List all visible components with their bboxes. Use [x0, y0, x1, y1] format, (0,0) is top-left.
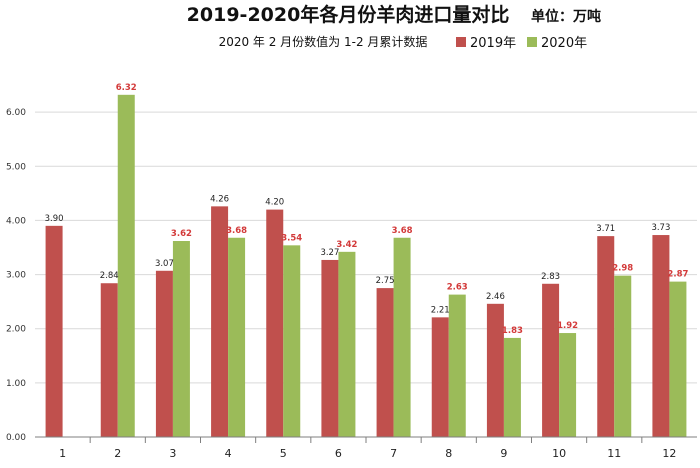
bars-layer — [45, 94, 687, 438]
x-tick-label: 9 — [500, 447, 507, 460]
data-label-2019: 4.26 — [210, 194, 229, 204]
x-tick-label: 11 — [607, 447, 621, 460]
bar-2020 — [614, 275, 632, 437]
data-label-2019: 3.27 — [320, 248, 339, 258]
data-label-2020: 1.92 — [557, 321, 578, 331]
bar-2019 — [155, 270, 173, 437]
data-label-2019: 3.71 — [596, 224, 615, 234]
x-tick-label: 5 — [280, 447, 287, 460]
x-tick-label: 12 — [662, 447, 676, 460]
x-tick-label: 10 — [552, 447, 566, 460]
bar-2019 — [376, 288, 394, 437]
bar-2019 — [431, 317, 449, 437]
bar-2020 — [393, 237, 411, 437]
bar-2020 — [559, 333, 577, 437]
chart-subtitle: 2020 年 2 月份数值为 1-2 月累计数据 — [219, 34, 428, 49]
data-label-2020: 3.62 — [171, 229, 192, 239]
legend-label-2020: 2020年 — [541, 36, 587, 51]
data-label-2020: 2.87 — [667, 270, 688, 280]
y-tick-label: 4.00 — [6, 216, 26, 226]
chart-title: 2019-2020年各月份羊肉进口量对比 — [187, 3, 510, 26]
y-tick-label: 5.00 — [6, 162, 26, 172]
labels-layer: 3.90 2.84 6.32 3.07 3.62 4.26 3.68 4.20 3.54 3.27… — [45, 83, 689, 336]
data-label-2020: 6.32 — [116, 83, 137, 93]
data-label-2019: 2.83 — [541, 272, 560, 282]
bar-2019 — [597, 236, 615, 437]
data-label-2019: 2.84 — [100, 271, 119, 281]
x-tick-label: 1 — [59, 447, 66, 460]
bar-2019 — [266, 209, 284, 437]
data-label-2020: 2.98 — [612, 264, 633, 274]
y-tick-label: 1.00 — [6, 379, 26, 389]
data-label-2020: 3.68 — [226, 226, 247, 236]
bar-2020 — [117, 94, 135, 438]
data-label-2019: 3.07 — [155, 259, 174, 269]
data-label-2020: 3.42 — [336, 240, 357, 250]
bar-2020 — [503, 337, 521, 437]
data-label-2019: 4.20 — [265, 198, 284, 208]
axis-layer: 0.001.002.003.004.005.006.001 2 3 4 5 6 7 8 9 10 1… — [6, 108, 697, 460]
legend-swatch-2019 — [456, 37, 466, 47]
bar-2019 — [321, 259, 339, 437]
x-tick-label: 7 — [390, 447, 397, 460]
bar-2019 — [100, 283, 118, 437]
data-label-2020: 3.68 — [392, 226, 413, 236]
x-tick-label: 4 — [225, 447, 232, 460]
data-label-2019: 2.21 — [431, 305, 450, 315]
bar-2020 — [338, 251, 356, 437]
data-label-2020: 3.54 — [281, 233, 302, 243]
bar-2019 — [45, 225, 63, 437]
grid-layer — [35, 111, 697, 384]
unit-label: 单位：万吨 — [531, 8, 601, 25]
data-label-2020: 1.83 — [502, 326, 523, 336]
x-tick-label: 2 — [114, 447, 121, 460]
data-label-2019: 2.75 — [376, 276, 395, 286]
bar-2019 — [542, 283, 560, 437]
y-tick-label: 0.00 — [6, 433, 26, 443]
bar-2019 — [486, 303, 504, 437]
y-tick-label: 2.00 — [6, 325, 26, 335]
bar-2019 — [652, 235, 670, 437]
x-tick-label: 6 — [335, 447, 342, 460]
data-label-2019: 2.46 — [486, 292, 505, 302]
bar-2020 — [172, 241, 190, 437]
bar-2019 — [211, 206, 229, 437]
bar-2020 — [228, 237, 246, 437]
legend-swatch-2020 — [527, 37, 537, 47]
legend-label-2019: 2019年 — [470, 36, 516, 51]
data-label-2020: 2.63 — [447, 283, 468, 293]
legend: 2019年 2020年 — [456, 36, 587, 51]
x-tick-label: 3 — [169, 447, 176, 460]
bar-2020 — [448, 294, 466, 437]
data-label-2019: 3.90 — [45, 214, 64, 224]
bar-2020 — [283, 245, 301, 437]
data-label-2019: 3.73 — [651, 223, 670, 233]
bar-2020 — [669, 281, 687, 437]
y-tick-label: 3.00 — [6, 271, 26, 281]
y-tick-label: 6.00 — [6, 108, 26, 118]
x-tick-label: 8 — [445, 447, 452, 460]
